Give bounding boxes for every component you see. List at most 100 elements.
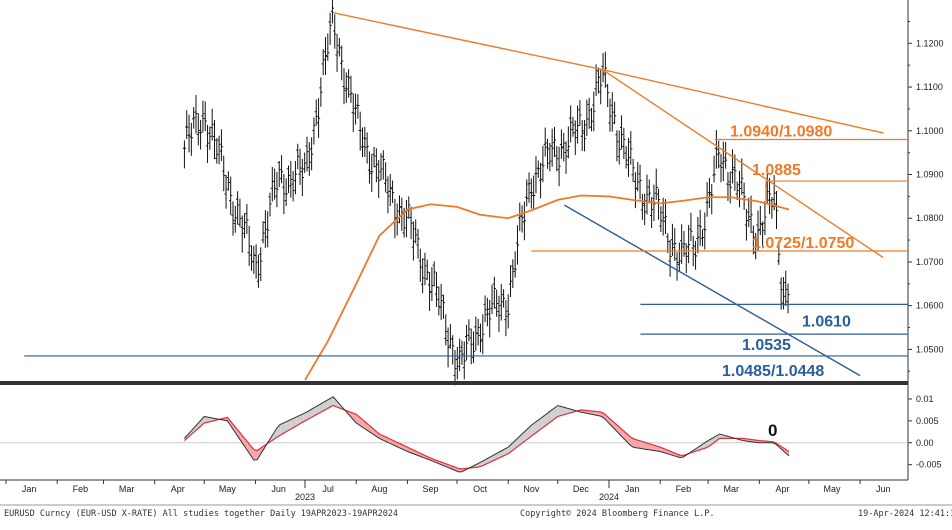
osc-fill bbox=[524, 428, 529, 442]
level-label: 1.0725/1.0750 bbox=[752, 235, 854, 252]
x-tick-label: Nov bbox=[523, 484, 540, 494]
trendline-lower-support bbox=[564, 204, 861, 377]
osc-fill bbox=[561, 406, 565, 416]
x-tick-label: Sep bbox=[423, 484, 439, 494]
x-tick-label: Jul bbox=[322, 484, 334, 494]
footer-left: EURUSD Curncy (EUR-USD X-RATE) All studi… bbox=[4, 509, 398, 519]
oscillator-panel: 0.01 0.005 0.00 -0.005 0 bbox=[0, 394, 942, 473]
x-tick-label: Jan bbox=[22, 484, 37, 494]
x-tick-label: Mar bbox=[119, 484, 135, 494]
osc-fill bbox=[640, 440, 644, 449]
osc-fill bbox=[326, 398, 330, 410]
osc-fill bbox=[293, 416, 297, 428]
x-tick-label: Apr bbox=[775, 484, 789, 494]
osc-fill bbox=[544, 412, 548, 427]
osc-fill bbox=[594, 411, 598, 416]
osc-fill bbox=[323, 400, 327, 411]
x-tick-label: Feb bbox=[676, 484, 692, 494]
osc-fill bbox=[551, 407, 555, 422]
osc-black-line bbox=[184, 396, 790, 473]
x-tick-label: Oct bbox=[473, 484, 488, 494]
osc-fill bbox=[699, 443, 704, 450]
osc-fill bbox=[253, 449, 258, 461]
y-tick-label: 1.0500 bbox=[916, 344, 944, 354]
panel-separator bbox=[0, 381, 908, 385]
osc-fill bbox=[547, 410, 552, 424]
y-tick-label: 1.1200 bbox=[916, 38, 944, 48]
x-tick-label: Dec bbox=[573, 484, 590, 494]
osc-fill bbox=[329, 396, 334, 408]
osc-fill bbox=[604, 413, 608, 422]
x-tick-label: Feb bbox=[73, 484, 89, 494]
osc-fill bbox=[650, 444, 654, 451]
osc-fill bbox=[286, 419, 291, 432]
osc-fill bbox=[336, 400, 340, 409]
osc-fill bbox=[531, 422, 535, 437]
osc-fill bbox=[309, 408, 314, 419]
level-label: 1.0485/1.0448 bbox=[722, 363, 824, 380]
osc-y-tick-label: -0.005 bbox=[916, 460, 942, 470]
osc-fill bbox=[207, 417, 211, 423]
osc-fill bbox=[633, 438, 638, 448]
osc-fill bbox=[630, 436, 634, 448]
x-tick-label: Apr bbox=[171, 484, 185, 494]
osc-fill bbox=[313, 406, 317, 417]
osc-fill bbox=[333, 396, 337, 407]
osc-fill bbox=[273, 427, 277, 440]
osc-fill bbox=[554, 405, 558, 419]
y-tick-label: 1.0700 bbox=[916, 257, 944, 267]
price-panel: 1.1200 1.1100 1.1000 1.0900 1.0800 1.0700 1.06… bbox=[0, 0, 944, 480]
y-tick-label: 1.1000 bbox=[916, 126, 944, 136]
level-label: 1.0940/1.0980 bbox=[730, 124, 832, 141]
osc-fill bbox=[257, 448, 261, 460]
x-tick-label: Jan bbox=[625, 484, 640, 494]
osc-fill bbox=[233, 425, 238, 436]
osc-fill bbox=[306, 410, 310, 420]
level-label: 1.0535 bbox=[742, 337, 791, 354]
osc-fill bbox=[528, 425, 532, 439]
osc-fill bbox=[501, 448, 505, 457]
x-tick-label: May bbox=[219, 484, 237, 494]
x-tick-label: May bbox=[823, 484, 841, 494]
ohlc-bars bbox=[182, 0, 790, 386]
osc-fill bbox=[534, 420, 538, 434]
x-axis: Jan Feb Mar Apr May Jun Jul Aug Sep Oct Nov Dec Jan F… bbox=[0, 479, 952, 506]
osc-fill bbox=[290, 418, 294, 430]
osc-fill bbox=[782, 447, 786, 453]
moving-average-line bbox=[304, 194, 790, 381]
x-tick-label: Jun bbox=[876, 484, 891, 494]
level-label: 1.0885 bbox=[752, 162, 801, 179]
osc-y-tick-label: 0.00 bbox=[916, 438, 934, 448]
osc-fill bbox=[567, 408, 571, 414]
osc-fill bbox=[296, 415, 301, 426]
osc-y-tick-label: 0.01 bbox=[916, 394, 934, 404]
osc-fill bbox=[521, 431, 525, 444]
x-tick-label: Aug bbox=[371, 484, 387, 494]
osc-annotation: 0 bbox=[768, 421, 777, 440]
y-tick-label: 1.0800 bbox=[916, 213, 944, 223]
osc-fill bbox=[504, 447, 509, 456]
osc-fill bbox=[349, 411, 353, 420]
footer-right: 19-Apr-2024 12:41:17 bbox=[858, 509, 952, 519]
y-tick-label: 1.0600 bbox=[916, 301, 944, 311]
footer: EURUSD Curncy (EUR-USD X-RATE) All studi… bbox=[4, 509, 952, 519]
osc-fill bbox=[303, 412, 307, 422]
x-year-label: 2023 bbox=[295, 492, 315, 502]
osc-fill bbox=[197, 420, 201, 429]
osc-fill bbox=[564, 407, 568, 415]
trendline-secondary-resistance bbox=[601, 68, 884, 259]
y-tick-label: 1.1100 bbox=[916, 82, 943, 92]
osc-y-tick-label: 0.005 bbox=[916, 416, 939, 426]
x-year-label: 2024 bbox=[599, 492, 619, 502]
osc-fill bbox=[537, 417, 542, 432]
osc-fill bbox=[541, 415, 545, 429]
osc-fill bbox=[352, 413, 357, 424]
osc-fill bbox=[300, 413, 304, 424]
osc-fill bbox=[643, 441, 647, 450]
level-label: 1.0610 bbox=[802, 313, 851, 330]
x-tick-label: Mar bbox=[723, 484, 739, 494]
osc-fill bbox=[237, 429, 241, 441]
footer-center: Copyright© 2024 Bloomberg Finance L.P. bbox=[520, 509, 714, 519]
x-tick-label: Jun bbox=[271, 484, 286, 494]
osc-fill bbox=[194, 423, 198, 432]
